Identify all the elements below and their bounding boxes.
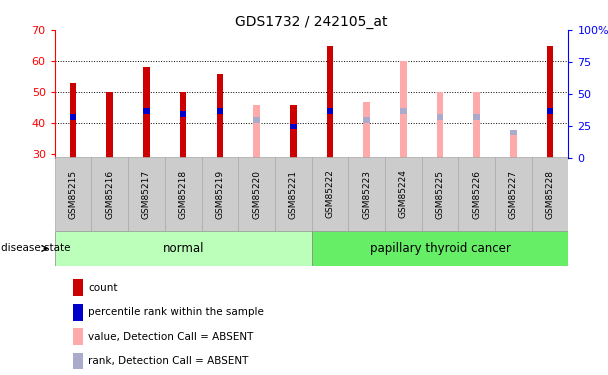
Bar	[73, 304, 83, 321]
Text: GSM85220: GSM85220	[252, 170, 261, 219]
Text: value, Detection Call = ABSENT: value, Detection Call = ABSENT	[88, 332, 254, 342]
Bar	[547, 108, 553, 114]
Bar	[238, 158, 275, 231]
Bar	[458, 158, 495, 231]
Text: GSM85219: GSM85219	[215, 170, 224, 219]
Text: GSM85227: GSM85227	[509, 170, 518, 219]
Bar	[290, 124, 297, 129]
Text: count: count	[88, 283, 118, 293]
Bar	[547, 45, 553, 158]
Bar	[180, 111, 187, 117]
Bar	[180, 92, 187, 158]
Bar	[495, 158, 532, 231]
Bar	[290, 124, 297, 129]
Bar	[73, 352, 83, 369]
Text: GSM85215: GSM85215	[69, 170, 78, 219]
Text: disease state: disease state	[1, 243, 71, 254]
Bar	[73, 279, 83, 296]
Bar	[55, 158, 91, 231]
Bar	[311, 158, 348, 231]
Text: GSM85226: GSM85226	[472, 170, 482, 219]
Bar	[437, 114, 443, 120]
Text: normal: normal	[162, 242, 204, 255]
Text: GSM85222: GSM85222	[325, 170, 334, 219]
Text: percentile rank within the sample: percentile rank within the sample	[88, 308, 264, 317]
Bar	[532, 158, 568, 231]
Bar	[348, 158, 385, 231]
Bar	[510, 130, 517, 135]
Text: GSM85225: GSM85225	[435, 170, 444, 219]
Text: GSM85228: GSM85228	[545, 170, 554, 219]
Text: GSM85217: GSM85217	[142, 170, 151, 219]
Bar	[290, 105, 297, 158]
Bar	[400, 108, 407, 114]
Bar	[474, 114, 480, 120]
Title: GDS1732 / 242105_at: GDS1732 / 242105_at	[235, 15, 388, 29]
Text: rank, Detection Call = ABSENT: rank, Detection Call = ABSENT	[88, 356, 249, 366]
Text: GSM85223: GSM85223	[362, 170, 371, 219]
Bar	[275, 158, 311, 231]
Bar	[510, 129, 517, 158]
Bar	[70, 114, 77, 120]
Bar	[128, 158, 165, 231]
Bar	[364, 102, 370, 158]
Text: GSM85224: GSM85224	[399, 170, 408, 219]
Bar	[70, 83, 77, 158]
Text: GSM85216: GSM85216	[105, 170, 114, 219]
Bar	[143, 108, 150, 114]
Bar	[216, 74, 223, 158]
Bar	[474, 92, 480, 158]
Text: papillary thyroid cancer: papillary thyroid cancer	[370, 242, 511, 255]
Bar	[73, 328, 83, 345]
Bar	[311, 231, 568, 266]
Bar	[326, 45, 333, 158]
Bar	[422, 158, 458, 231]
Bar	[201, 158, 238, 231]
Bar	[254, 117, 260, 123]
Bar	[437, 92, 443, 158]
Text: GSM85218: GSM85218	[179, 170, 188, 219]
Bar	[400, 61, 407, 158]
Bar	[91, 158, 128, 231]
Bar	[254, 105, 260, 158]
Bar	[106, 92, 113, 158]
Bar	[55, 231, 311, 266]
Bar	[364, 117, 370, 123]
Text: GSM85221: GSM85221	[289, 170, 298, 219]
Bar	[385, 158, 422, 231]
Bar	[326, 108, 333, 114]
Bar	[143, 68, 150, 158]
Bar	[165, 158, 201, 231]
Bar	[290, 105, 297, 158]
Bar	[216, 108, 223, 114]
